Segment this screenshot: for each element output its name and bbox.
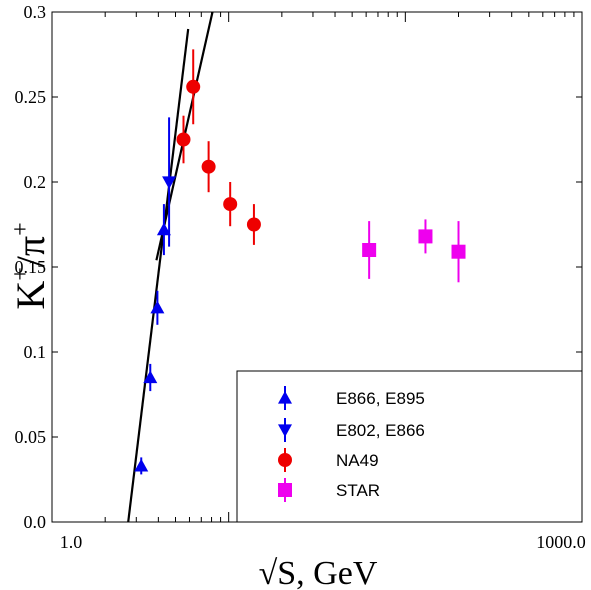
y-tick-label: 0.25 bbox=[15, 87, 47, 107]
y-label-k: K bbox=[8, 281, 53, 310]
data-point bbox=[223, 197, 238, 212]
x-tick-label-min: 1.0 bbox=[60, 532, 83, 552]
data-point bbox=[186, 79, 201, 94]
y-tick-label: 0.05 bbox=[15, 427, 47, 447]
legend-label-na49: NA49 bbox=[336, 451, 379, 470]
data-point bbox=[246, 217, 261, 232]
data-point bbox=[143, 370, 158, 384]
data-point bbox=[162, 176, 177, 189]
y-axis-label: K+/π+ bbox=[8, 222, 53, 309]
legend: E866, E895 E802, E866 NA49 STAR bbox=[236, 370, 583, 523]
y-tick-label: 0.15 bbox=[15, 257, 47, 277]
y-tick-label: 0.3 bbox=[24, 2, 47, 22]
data-point bbox=[418, 229, 433, 244]
x-axis-label: √S, GeV bbox=[259, 555, 378, 590]
y-axis-ticks: 0.0 0.05 0.1 0.15 0.2 0.25 0.3 bbox=[15, 2, 582, 532]
y-label-sup-1: + bbox=[8, 267, 34, 281]
x-axis-ticks bbox=[51, 12, 583, 522]
legend-label-e866-e895: E866, E895 bbox=[336, 389, 425, 408]
legend-label-star: STAR bbox=[336, 481, 380, 500]
legend-marker bbox=[278, 453, 292, 467]
legend-marker bbox=[278, 424, 292, 437]
fit-line bbox=[127, 28, 190, 523]
data-point bbox=[150, 300, 165, 314]
data-point bbox=[362, 243, 377, 257]
data-point bbox=[156, 222, 171, 236]
data-points bbox=[134, 49, 466, 475]
data-point bbox=[451, 244, 466, 259]
legend-marker bbox=[278, 483, 292, 497]
data-point bbox=[201, 159, 216, 174]
y-label-sup-2: + bbox=[8, 222, 34, 236]
legend-box bbox=[236, 370, 583, 523]
y-tick-label: 0.2 bbox=[24, 172, 47, 192]
x-tick-label-max: 1000.0 bbox=[536, 532, 586, 552]
data-point bbox=[134, 458, 149, 472]
data-point bbox=[176, 132, 191, 147]
legend-label-e802-e866: E802, E866 bbox=[336, 421, 425, 440]
y-label-pi: /π bbox=[8, 236, 53, 267]
legend-marker bbox=[278, 391, 292, 404]
y-tick-label: 0.1 bbox=[24, 342, 47, 362]
y-tick-label: 0.0 bbox=[24, 512, 47, 532]
legend-markers bbox=[278, 386, 292, 502]
